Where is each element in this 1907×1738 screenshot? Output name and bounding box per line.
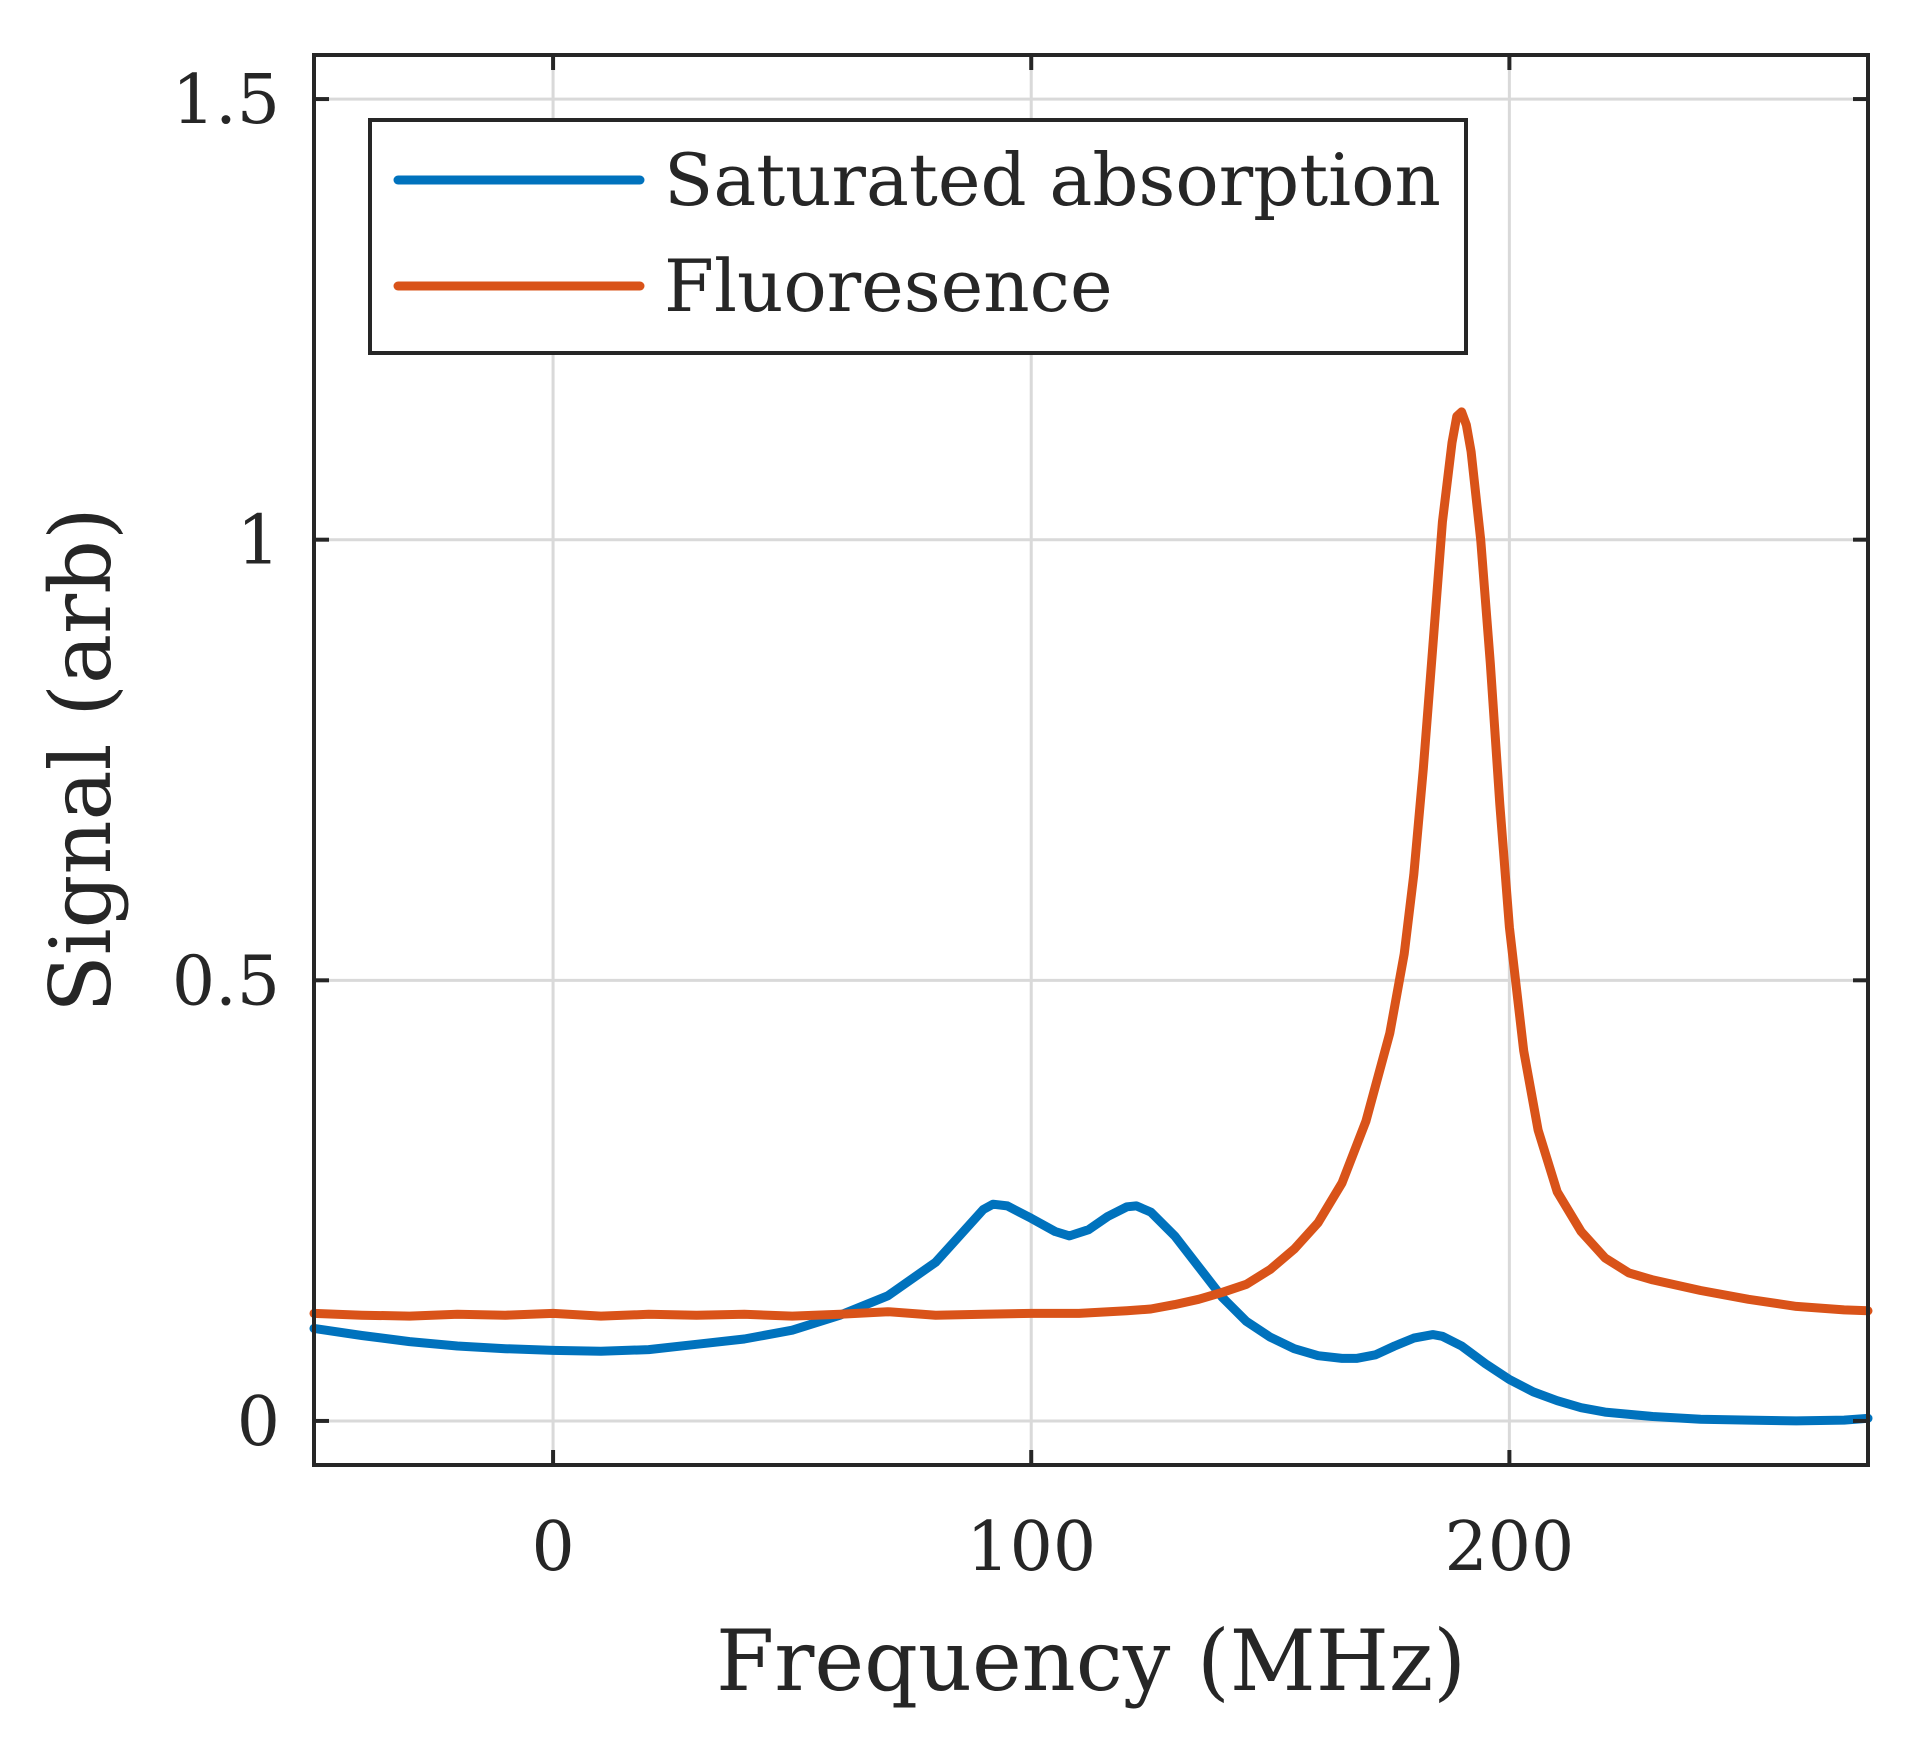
series-line-fluoresence	[309, 407, 1873, 1321]
legend-box	[368, 118, 1468, 355]
legend-label-fluoresence: Fluoresence	[664, 244, 1113, 328]
x-axis-label: Frequency (MHz)	[716, 1612, 1466, 1710]
y-tick-label: 0	[237, 1383, 280, 1462]
legend: Saturated absorption Fluoresence	[368, 118, 1468, 355]
y-tick-label: 1.5	[172, 61, 280, 140]
x-tick-label: 100	[966, 1508, 1096, 1587]
y-tick-label: 1	[237, 502, 280, 581]
plot-series	[309, 407, 1873, 1426]
legend-label-saturated-absorption: Saturated absorption	[664, 138, 1441, 222]
x-tick-label: 200	[1444, 1508, 1574, 1587]
tick-labels: 0 100 200 0 0.5 1 1.5	[172, 61, 1574, 1587]
axis-ticks	[314, 55, 1868, 1465]
x-tick-label: 0	[531, 1508, 574, 1587]
y-tick-label: 0.5	[172, 942, 280, 1021]
series-line-saturated-absorption	[309, 1199, 1873, 1426]
y-axis-label: Signal (arb)	[32, 507, 130, 1012]
axes-box	[312, 53, 1870, 1467]
